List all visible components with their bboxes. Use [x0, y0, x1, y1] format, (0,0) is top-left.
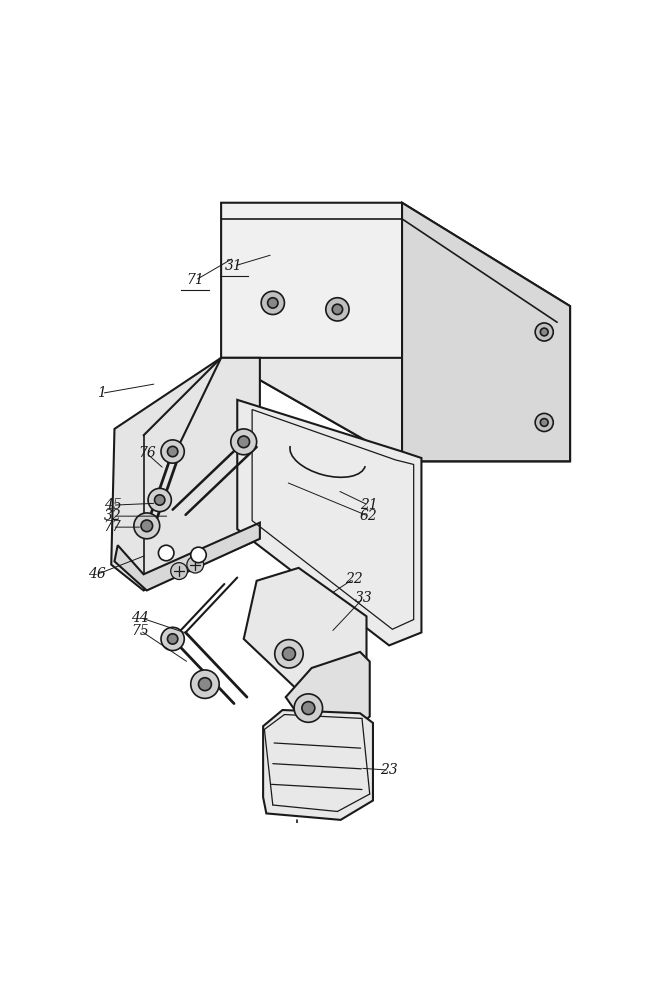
Circle shape [199, 678, 212, 691]
Text: 44: 44 [132, 611, 149, 625]
Circle shape [261, 291, 284, 315]
Polygon shape [238, 400, 421, 645]
Text: 45: 45 [104, 498, 121, 512]
Circle shape [158, 545, 174, 561]
Polygon shape [221, 358, 570, 461]
Text: 31: 31 [225, 259, 243, 273]
Circle shape [535, 413, 553, 432]
Polygon shape [244, 568, 367, 697]
Circle shape [541, 419, 548, 426]
Text: 32: 32 [104, 509, 121, 523]
Polygon shape [286, 652, 370, 736]
Circle shape [267, 298, 278, 308]
Circle shape [167, 634, 178, 644]
Circle shape [302, 702, 315, 715]
Polygon shape [114, 523, 260, 590]
Circle shape [134, 513, 160, 539]
Circle shape [167, 446, 178, 457]
Polygon shape [402, 203, 570, 461]
Circle shape [541, 328, 548, 336]
Text: 77: 77 [104, 520, 121, 534]
Circle shape [191, 547, 206, 563]
Polygon shape [111, 358, 260, 590]
Circle shape [238, 436, 249, 448]
Text: 62: 62 [360, 509, 377, 523]
Text: 75: 75 [132, 624, 149, 638]
Circle shape [191, 670, 219, 698]
Text: 23: 23 [380, 763, 398, 777]
Polygon shape [221, 203, 570, 461]
Circle shape [332, 304, 343, 315]
Polygon shape [263, 710, 373, 820]
Text: 22: 22 [345, 572, 362, 586]
Circle shape [161, 440, 184, 463]
Circle shape [141, 520, 153, 532]
Circle shape [148, 488, 171, 512]
Text: 33: 33 [354, 591, 372, 605]
Circle shape [326, 298, 349, 321]
Text: 46: 46 [88, 567, 106, 581]
Circle shape [294, 694, 323, 722]
Circle shape [535, 323, 553, 341]
Circle shape [171, 563, 188, 579]
Text: 1: 1 [97, 386, 106, 400]
Circle shape [275, 640, 303, 668]
Circle shape [187, 556, 204, 573]
Circle shape [154, 495, 165, 505]
Circle shape [161, 627, 184, 651]
Text: 71: 71 [186, 273, 204, 287]
Text: 76: 76 [138, 446, 156, 460]
Circle shape [282, 647, 295, 660]
Circle shape [231, 429, 256, 455]
Text: 21: 21 [360, 498, 377, 512]
